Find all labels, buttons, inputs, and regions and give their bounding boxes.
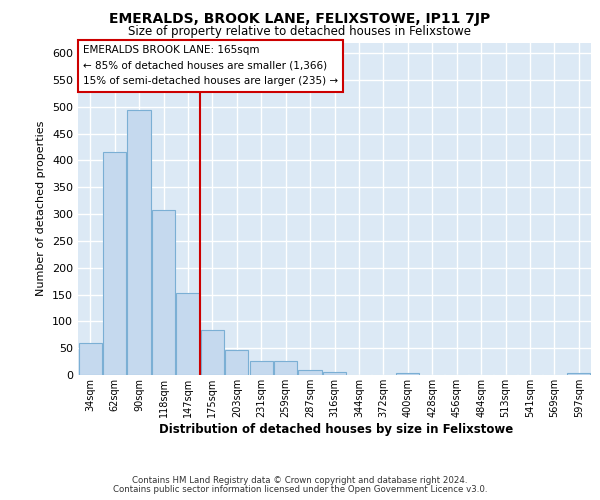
Bar <box>103 152 126 375</box>
Bar <box>176 293 200 375</box>
Text: Contains HM Land Registry data © Crown copyright and database right 2024.: Contains HM Land Registry data © Crown c… <box>132 476 468 485</box>
Bar <box>274 360 297 375</box>
Text: EMERALDS, BROOK LANE, FELIXSTOWE, IP11 7JP: EMERALDS, BROOK LANE, FELIXSTOWE, IP11 7… <box>109 12 491 26</box>
Bar <box>152 210 175 375</box>
Bar <box>225 350 248 375</box>
Text: Size of property relative to detached houses in Felixstowe: Size of property relative to detached ho… <box>128 25 472 38</box>
Bar <box>250 360 273 375</box>
Y-axis label: Number of detached properties: Number of detached properties <box>37 121 46 296</box>
Text: Contains public sector information licensed under the Open Government Licence v3: Contains public sector information licen… <box>113 485 487 494</box>
Bar <box>127 110 151 375</box>
Bar <box>79 343 102 375</box>
Bar <box>567 374 590 375</box>
Text: Distribution of detached houses by size in Felixstowe: Distribution of detached houses by size … <box>159 422 513 436</box>
Text: EMERALDS BROOK LANE: 165sqm
← 85% of detached houses are smaller (1,366)
15% of : EMERALDS BROOK LANE: 165sqm ← 85% of det… <box>83 45 338 86</box>
Bar <box>396 374 419 375</box>
Bar <box>323 372 346 375</box>
Bar <box>201 330 224 375</box>
Bar <box>298 370 322 375</box>
